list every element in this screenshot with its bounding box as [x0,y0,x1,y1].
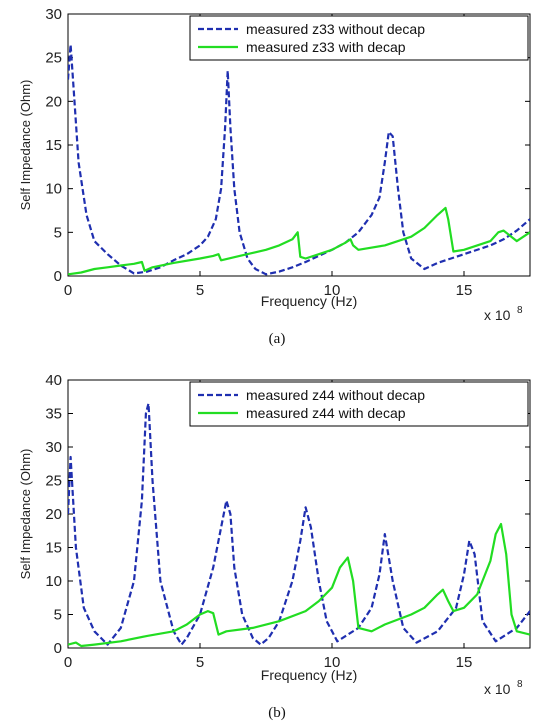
x-tick-label: 0 [64,654,72,671]
y-tick-label: 40 [45,372,62,389]
y-tick-label: 5 [54,607,62,624]
x-multiplier-exponent: 8 [517,305,523,316]
y-axis-label: Self Impedance (Ohm) [18,80,33,211]
y-tick-label: 10 [45,573,62,590]
x-tick-label: 5 [196,282,204,299]
legend: measured z44 without decap measured z44 w… [189,381,529,427]
x-tick-label: 10 [324,282,341,299]
x-tick-label: 15 [456,282,473,299]
legend-box [189,381,529,427]
series-line-with-decap [68,522,530,648]
legend-box [189,15,529,61]
y-tick-label: 20 [45,93,62,110]
legend-label: measured z44 with decap [246,405,406,421]
y-tick-label: 15 [45,540,62,557]
series-line-without-decap [68,43,530,276]
y-tick-label: 30 [45,439,62,456]
y-tick-label: 10 [45,181,62,198]
x-tick-label: 0 [64,282,72,299]
y-tick-label: 35 [45,406,62,423]
legend-label: measured z44 without decap [246,387,425,403]
y-tick-label: 15 [45,137,62,154]
series-line-with-decap [68,206,530,276]
x-axis-label: Frequency (Hz) [261,293,357,309]
y-tick-label: 5 [54,224,62,241]
figure-caption: (b) [268,705,286,721]
legend: measured z33 without decap measured z33 w… [189,15,529,61]
y-tick-label: 30 [45,6,62,23]
chart-b: 0 5 10 15 20 25 30 35 40 0 5 10 15 Frequency (Hz) Self… [18,372,531,721]
x-axis-label: Frequency (Hz) [261,667,357,683]
y-tick-label: 25 [45,473,62,490]
legend-label: measured z33 without decap [246,21,425,37]
y-axis-label: Self Impedance (Ohm) [18,449,33,580]
x-tick-label: 5 [196,654,204,671]
chart-a: 0 5 10 15 20 25 30 0 5 10 15 Frequency (Hz) Self Imp… [18,6,531,347]
y-tick-label: 0 [54,268,62,285]
y-tick-label: 25 [45,50,62,67]
x-multiplier: x 10 [484,307,511,323]
y-tick-label: 0 [54,640,62,657]
legend-label: measured z33 with decap [246,39,406,55]
x-tick-label: 15 [456,654,473,671]
y-tick-label: 20 [45,506,62,523]
x-multiplier-exponent: 8 [517,679,523,690]
series-line-without-decap [68,402,530,646]
x-multiplier: x 10 [484,681,511,697]
x-tick-label: 10 [324,654,341,671]
figure-caption: (a) [269,331,286,347]
